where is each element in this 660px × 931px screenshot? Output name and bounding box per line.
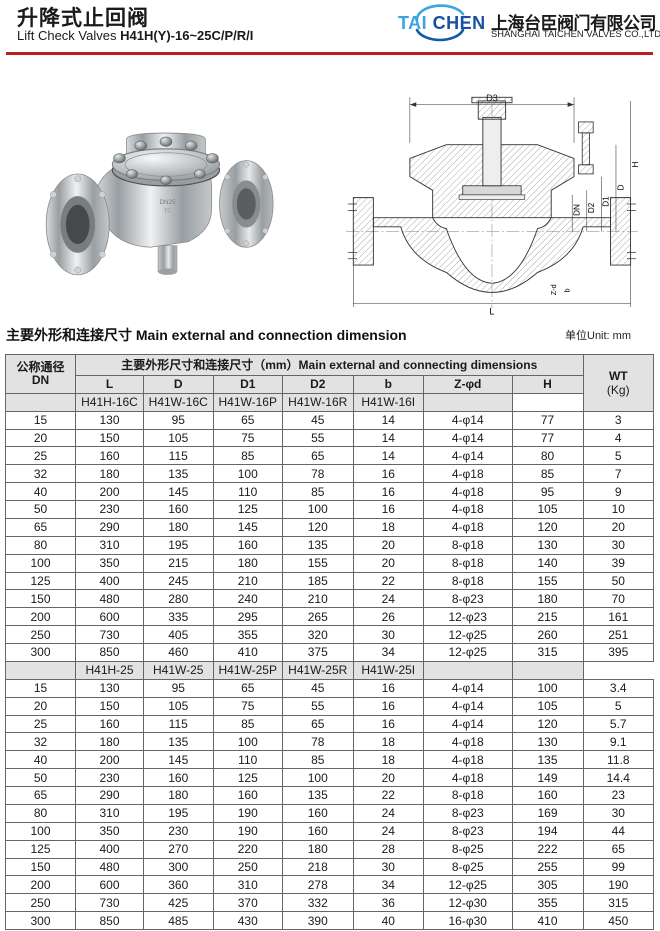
svg-text:D1: D1 xyxy=(602,196,611,207)
svg-text:L: L xyxy=(489,306,494,316)
svg-text:D: D xyxy=(616,184,625,190)
svg-text:TC: TC xyxy=(164,209,171,215)
svg-text:Z-d: Z-d xyxy=(549,284,558,295)
svg-text:DN: DN xyxy=(572,204,581,216)
svg-text:b: b xyxy=(562,288,571,292)
svg-text:H: H xyxy=(631,162,640,168)
svg-text:D3: D3 xyxy=(486,93,498,103)
svg-text:DN25: DN25 xyxy=(159,199,176,206)
svg-text:D2: D2 xyxy=(587,202,596,213)
